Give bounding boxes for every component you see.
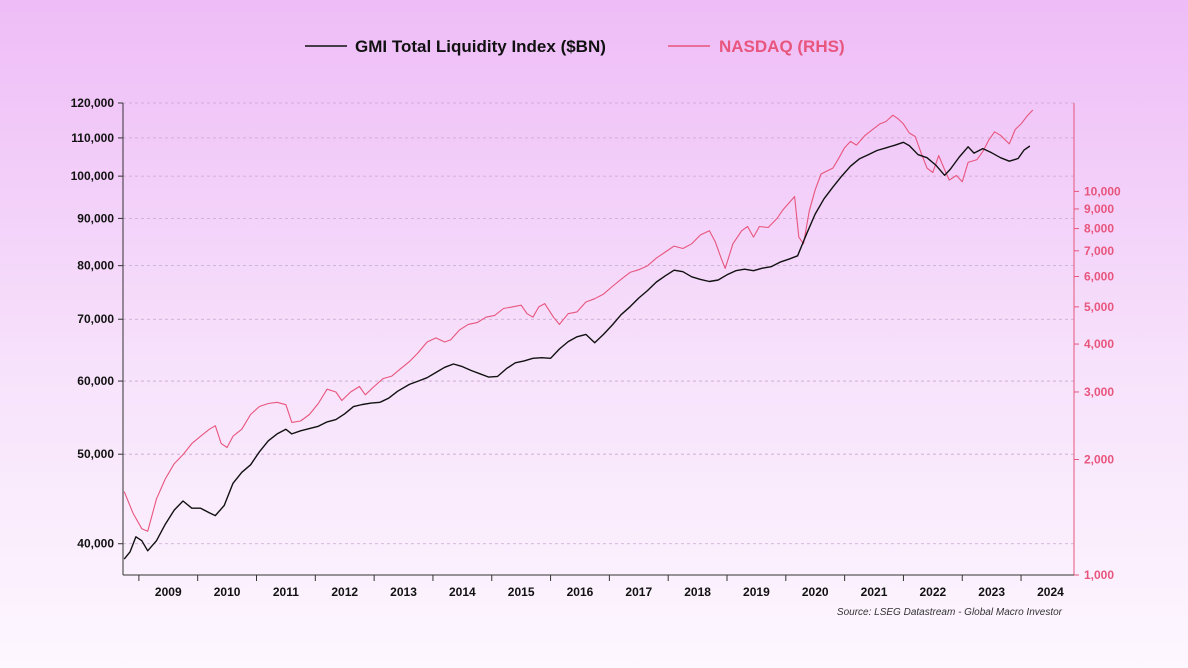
- x-tick-label: 2017: [625, 585, 652, 599]
- series-line-nasdaq: [123, 109, 1034, 532]
- x-tick-label: 2014: [449, 585, 476, 599]
- x-tick-label: 2022: [919, 585, 946, 599]
- source-note: Source: LSEG Datastream - Global Macro I…: [837, 607, 1063, 618]
- right-tick-label: 8,000: [1084, 222, 1114, 236]
- right-tick-label: 5,000: [1084, 300, 1114, 314]
- x-tick-label: 2010: [214, 585, 241, 599]
- left-tick-label: 40,000: [77, 537, 114, 551]
- legend-label-liquidity: GMI Total Liquidity Index ($BN): [355, 37, 606, 56]
- right-tick-label: 7,000: [1084, 244, 1114, 258]
- right-tick-label: 4,000: [1084, 337, 1114, 351]
- x-tick-label: 2018: [684, 585, 711, 599]
- x-tick-label: 2015: [508, 585, 535, 599]
- x-tick-label: 2024: [1037, 585, 1064, 599]
- legend: GMI Total Liquidity Index ($BN) NASDAQ (…: [305, 37, 845, 56]
- left-tick-label: 80,000: [77, 259, 114, 273]
- right-tick-label: 3,000: [1084, 385, 1114, 399]
- left-tick-label: 50,000: [77, 447, 114, 461]
- right-tick-label: 10,000: [1084, 184, 1121, 198]
- left-tick-label: 120,000: [71, 96, 115, 110]
- x-tick-label: 2023: [978, 585, 1005, 599]
- x-tick-label: 2016: [567, 585, 594, 599]
- x-tick-label: 2020: [802, 585, 829, 599]
- right-tick-label: 6,000: [1084, 270, 1114, 284]
- series-layer: [123, 109, 1034, 560]
- left-tick-label: 100,000: [71, 169, 115, 183]
- x-tick-label: 2009: [155, 585, 182, 599]
- right-tick-label: 2,000: [1084, 453, 1114, 467]
- series-line-liquidity: [123, 141, 1031, 560]
- right-tick-label: 1,000: [1084, 568, 1114, 582]
- x-tick-label: 2021: [861, 585, 888, 599]
- legend-label-nasdaq: NASDAQ (RHS): [719, 37, 845, 56]
- left-axis-ticks: 40,000 50,000 60,000 70,000 80,000 90,000 100,…: [71, 96, 123, 551]
- x-tick-label: 2011: [273, 585, 299, 599]
- x-tick-label: 2019: [743, 585, 770, 599]
- left-tick-label: 90,000: [77, 211, 114, 225]
- right-axis-ticks: 1,000 2,000 3,000 4,000 5,000 6,000 7,000 8,000…: [1074, 184, 1121, 582]
- x-axis-ticks: 2009 2010 2011 2012 2013 2014 2015 2016 2017 2018…: [138, 575, 1064, 599]
- x-tick-label: 2013: [390, 585, 417, 599]
- x-tick-label: 2012: [331, 585, 358, 599]
- axes: [122, 103, 1075, 576]
- right-tick-label: 9,000: [1084, 202, 1114, 216]
- left-tick-label: 110,000: [71, 131, 114, 145]
- left-tick-label: 60,000: [77, 374, 114, 388]
- gridlines: [123, 102, 1074, 545]
- left-tick-label: 70,000: [77, 312, 114, 326]
